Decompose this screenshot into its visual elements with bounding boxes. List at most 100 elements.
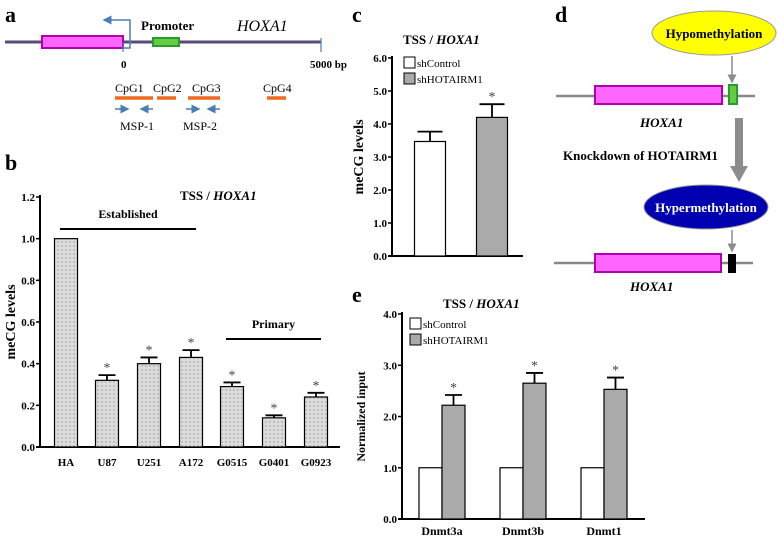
panel-a: a Promoter HOXA1 0 5000 bp CpG1 CpG2 CpG…: [5, 2, 347, 133]
y-tick-label: 0.6: [21, 317, 35, 329]
x-tick-label: Dnmt1: [586, 524, 621, 537]
bar: [603, 388, 628, 520]
y-axis-label: meCG levels: [4, 284, 19, 360]
knockdown-label: Knockdown of HOTAIRM1: [563, 148, 718, 163]
y-tick-label: 3.0: [373, 152, 387, 164]
x-tick-label: G0401: [259, 457, 290, 469]
bar: [303, 396, 329, 448]
significance-mark: *: [104, 361, 111, 376]
tss-arrow-icon: [102, 15, 131, 49]
y-tick-label: 1.0: [383, 463, 397, 475]
chart-title: TSS / HOXA1: [443, 296, 520, 311]
chart-title-plain: TSS /: [180, 188, 213, 203]
y-tick-label: 2.0: [383, 412, 397, 424]
x-tick-label: Dnmt3a: [421, 524, 462, 537]
significance-mark: *: [271, 401, 278, 416]
bar: [178, 356, 204, 448]
significance-mark: *: [489, 90, 496, 105]
bar: [94, 379, 120, 448]
panel-d: d Hypomethylation HOXA1 Knockdown of HOT…: [554, 2, 777, 294]
bar: [475, 116, 509, 257]
chart-b: 0.0 0.2 0.4 0.6 0.8 1.0 1.2 TSS / HOXA1 meCG lev…: [4, 188, 340, 469]
bar: [418, 467, 443, 520]
x-tick-label: HA: [58, 457, 75, 469]
bar: [53, 238, 79, 448]
y-tick-label: 1.0: [373, 218, 387, 230]
chart-title: TSS / HOXA1: [403, 32, 480, 47]
y-tick-label: 5.0: [373, 86, 387, 98]
bar: [441, 404, 466, 520]
x-tick-label: U87: [98, 457, 117, 469]
significance-mark: *: [188, 336, 195, 351]
y-tick-label: 4.0: [373, 119, 387, 131]
gene-label-bottom: HOXA1: [629, 279, 673, 294]
bar: [522, 382, 547, 520]
msp2-label: MSP-2: [183, 119, 217, 133]
y-tick-label: 3.0: [383, 360, 397, 372]
exon-box-bottom: [594, 253, 722, 273]
significance-mark: *: [612, 364, 619, 379]
y-tick-label: 0.8: [21, 275, 35, 287]
knockdown-arrow-icon: [730, 118, 748, 182]
y-tick-label: 4.0: [383, 309, 397, 321]
chart-title-gene: HOXA1: [435, 32, 479, 47]
bar: [136, 363, 162, 448]
bar: [499, 467, 524, 520]
group-label: Primary: [252, 317, 295, 331]
y-tick-label: 2.0: [373, 185, 387, 197]
y-tick-label: 1.2: [21, 192, 35, 204]
hypomethylation-ellipse: [651, 10, 777, 56]
y-tick-label: 0.0: [383, 514, 397, 526]
chart-title-plain: TSS /: [443, 296, 476, 311]
bar: [219, 385, 245, 448]
significance-mark: *: [450, 381, 457, 396]
end-label: 5000 bp: [310, 59, 347, 71]
legend-swatch: [403, 72, 416, 85]
y-tick-label: 6.0: [373, 53, 387, 65]
significance-mark: *: [313, 379, 320, 394]
x-tick-label: G0515: [217, 457, 248, 469]
legend-label: shHOTAIRM1: [417, 74, 483, 86]
legend-label: shControl: [417, 58, 460, 70]
chart-title-plain: TSS /: [403, 32, 436, 47]
unmethylated-site: [728, 84, 738, 105]
panel-label-a: a: [5, 2, 16, 27]
bar: [580, 467, 605, 520]
chart-title: TSS / HOXA1: [180, 188, 257, 203]
legend-swatch: [409, 317, 422, 330]
exon-box-top: [594, 85, 723, 105]
legend-swatch: [403, 56, 416, 69]
x-tick-label: G0923: [301, 457, 332, 469]
chart-title-gene: HOXA1: [212, 188, 256, 203]
hypermethylation-label: Hypermethylation: [655, 200, 758, 215]
legend-swatch: [409, 333, 422, 346]
significance-mark: *: [229, 368, 236, 383]
legend-label: shHOTAIRM1: [423, 335, 489, 347]
panel-label-c: c: [352, 2, 362, 27]
exon-box: [41, 35, 124, 49]
promoter-label: Promoter: [141, 18, 194, 33]
y-tick-label: 0.0: [373, 251, 387, 263]
y-axis-label: meCG levels: [352, 119, 367, 195]
chart-c: 0.0 1.0 2.0 3.0 4.0 5.0 6.0 TSS / HOXA1 meCG lev…: [352, 32, 523, 263]
start-label: 0: [121, 59, 127, 71]
msp1-label: MSP-1: [120, 119, 154, 133]
chart-e: 0.0 1.0 2.0 3.0 4.0 TSS / HOXA1 Normalized inp…: [354, 296, 645, 537]
promoter-box: [152, 37, 180, 47]
legend-label: shControl: [423, 319, 466, 331]
y-axis-label: Normalized input: [354, 371, 368, 461]
cpg4-label: CpG4: [263, 81, 292, 95]
cpg2-label: CpG2: [153, 81, 182, 95]
cpg1-label: CpG1: [115, 81, 144, 95]
significance-mark: *: [531, 359, 538, 374]
panel-label-b: b: [5, 150, 17, 175]
methylated-site: [728, 254, 736, 273]
gene-label: HOXA1: [236, 18, 288, 35]
y-tick-label: 0.2: [21, 400, 35, 412]
y-tick-label: 1.0: [21, 234, 35, 246]
x-tick-label: A172: [179, 457, 204, 469]
panel-label-e: e: [352, 282, 362, 307]
significance-mark: *: [146, 343, 153, 358]
